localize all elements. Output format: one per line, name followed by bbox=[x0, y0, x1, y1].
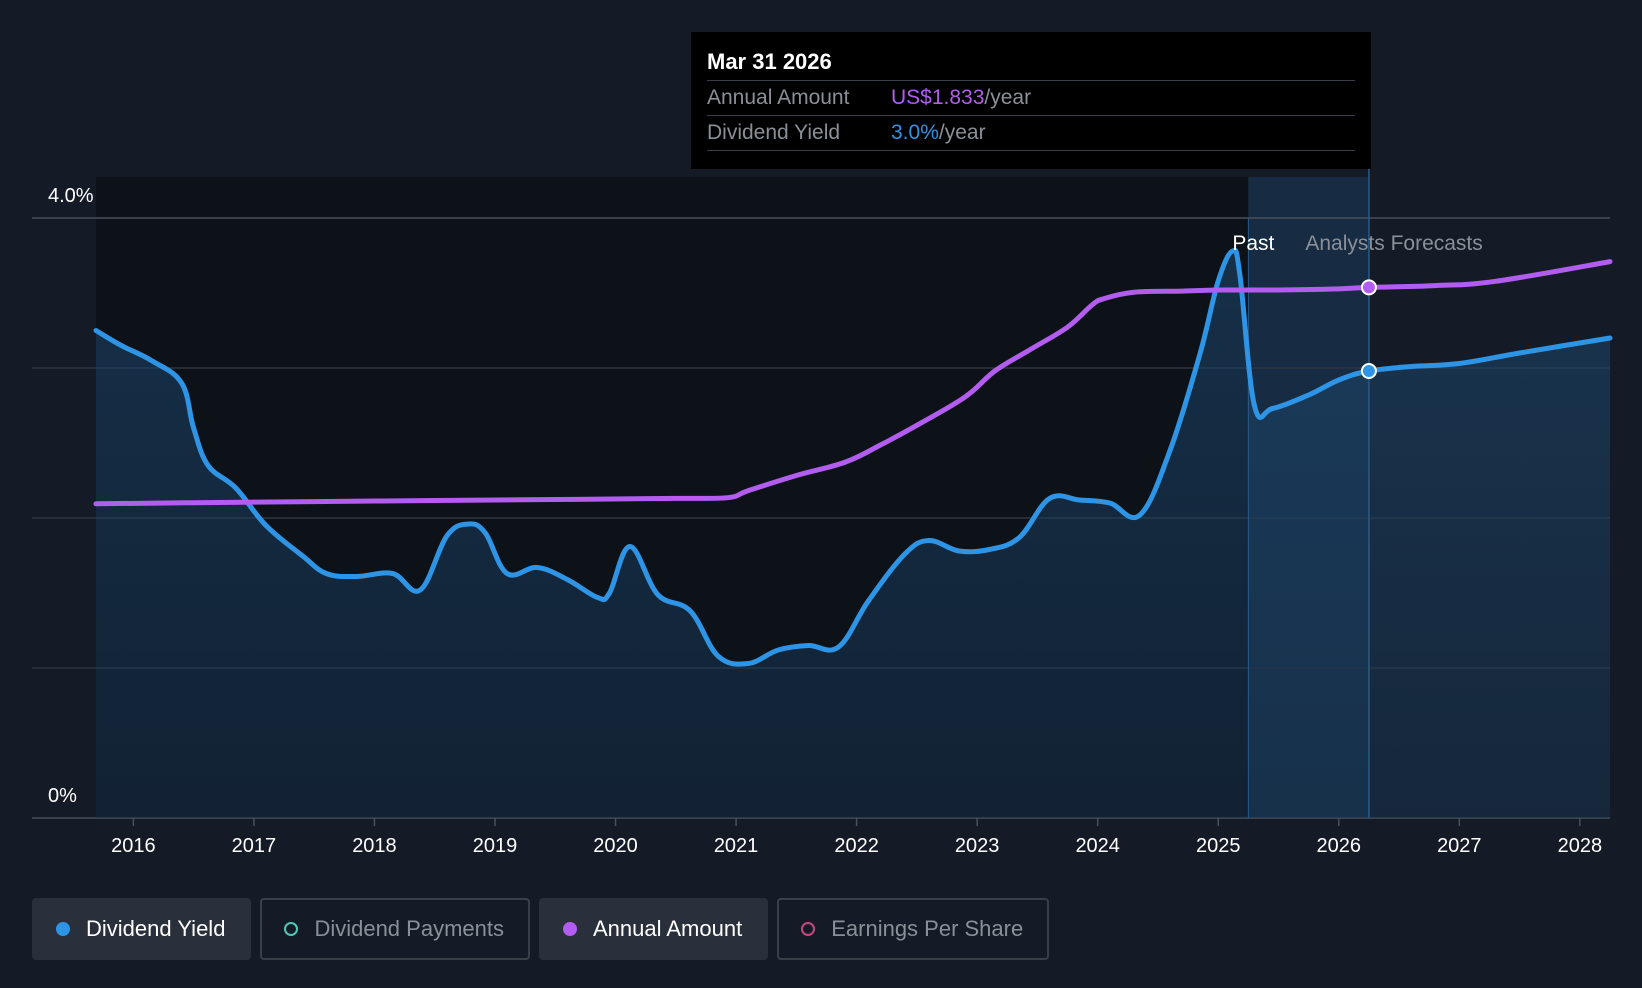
legend-dividend-payments-button[interactable]: Dividend Payments bbox=[260, 898, 530, 960]
tooltip-date: Mar 31 2026 bbox=[707, 44, 1355, 81]
tooltip-row-annual-amount: Annual Amount US$1.833 /year bbox=[707, 81, 1355, 116]
y-tick-label: 4.0% bbox=[48, 185, 94, 207]
legend-marker-icon bbox=[562, 922, 577, 936]
x-tick-label: 2026 bbox=[1317, 835, 1362, 857]
dividend-yield-line bbox=[93, 247, 1613, 667]
x-tick-label: 2018 bbox=[352, 835, 397, 857]
x-tick-label: 2017 bbox=[232, 835, 277, 857]
tooltip: Mar 31 2026 Annual Amount US$1.833 /year… bbox=[691, 32, 1371, 169]
legend-dividend-yield-button[interactable]: Dividend Yield bbox=[32, 898, 252, 960]
x-tick-label: 2022 bbox=[834, 835, 879, 857]
legend-marker-icon bbox=[801, 922, 816, 936]
tooltip-row-dividend-yield: Dividend Yield 3.0% /year bbox=[707, 116, 1355, 151]
x-tick-label: 2024 bbox=[1075, 835, 1120, 857]
x-tick-label: 2025 bbox=[1196, 835, 1241, 857]
analysts-forecasts-label: Analysts Forecasts bbox=[1305, 232, 1482, 255]
legend-marker-icon bbox=[284, 922, 299, 936]
dividend-yield-hover-point[interactable] bbox=[1360, 363, 1377, 379]
tooltip-unit: /year bbox=[938, 121, 986, 144]
legend-marker-icon bbox=[56, 922, 70, 936]
y-tick-label: 0% bbox=[48, 785, 77, 807]
x-tick-label: 2020 bbox=[593, 835, 638, 857]
x-tick-label: 2016 bbox=[111, 835, 156, 857]
tooltip-label: Dividend Yield bbox=[707, 121, 841, 144]
x-tick-label: 2019 bbox=[473, 835, 518, 857]
past-label: Past bbox=[1232, 232, 1274, 255]
tooltip-value: 3.0% bbox=[891, 121, 939, 144]
dividend-yield-area bbox=[96, 250, 1610, 818]
tooltip-unit: /year bbox=[984, 86, 1032, 109]
legend-annual-amount-button[interactable]: Annual Amount bbox=[538, 898, 769, 960]
tooltip-value: US$1.833 bbox=[891, 86, 985, 109]
legend: Dividend Yield Dividend Payments Annual … bbox=[32, 898, 1058, 960]
annual-amount-line bbox=[93, 259, 1613, 507]
tooltip-label: Annual Amount bbox=[707, 86, 850, 109]
legend-label: Dividend Payments bbox=[314, 916, 504, 941]
legend-label: Annual Amount bbox=[592, 916, 743, 941]
x-tick-label: 2027 bbox=[1437, 835, 1482, 857]
y-axis-labels: 4.0% 0% bbox=[48, 185, 94, 807]
legend-earnings-per-share-button[interactable]: Earnings Per Share bbox=[777, 898, 1050, 960]
legend-label: Dividend Yield bbox=[86, 916, 226, 941]
annual-amount-hover-point[interactable] bbox=[1360, 279, 1377, 296]
legend-label: Earnings Per Share bbox=[831, 916, 1024, 941]
x-tick-label: 2028 bbox=[1558, 835, 1603, 857]
x-tick-label: 2023 bbox=[955, 835, 1000, 857]
x-axis: 2016 2017 2018 2019 2020 2021 2022 2023 2024 2025… bbox=[111, 818, 1602, 857]
x-tick-label: 2021 bbox=[714, 835, 759, 857]
